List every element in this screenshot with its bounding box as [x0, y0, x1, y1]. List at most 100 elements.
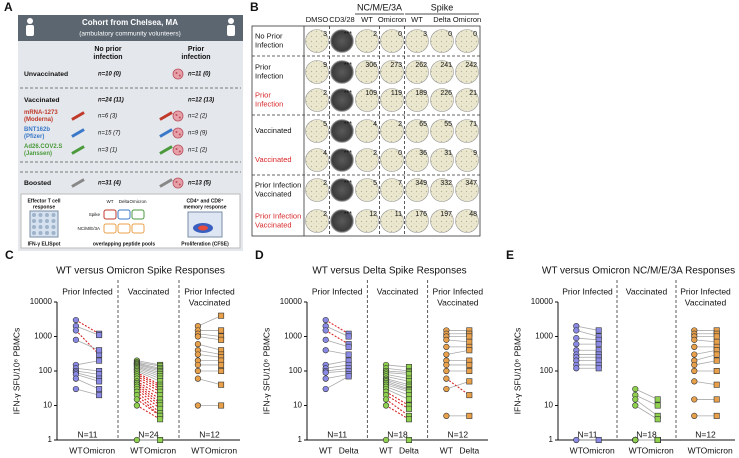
spot-count: 12 — [369, 211, 377, 218]
variant-point — [345, 333, 352, 340]
virus-icon — [172, 110, 184, 122]
wt-point — [573, 334, 580, 342]
variant-point — [466, 338, 473, 345]
person-icon — [26, 25, 34, 36]
variant-point — [345, 351, 352, 358]
pool-label: Delta — [119, 199, 130, 204]
wt-point — [72, 327, 80, 334]
variant-point — [157, 416, 164, 423]
pair-line — [136, 365, 161, 373]
spot-count: 0 — [398, 31, 402, 38]
spot-count: *** — [344, 62, 352, 69]
spot-count: 306 — [365, 62, 377, 69]
row-label: Vaccinated — [255, 189, 292, 198]
wt-point — [691, 367, 698, 375]
elispot-well — [430, 148, 454, 172]
pair-line — [694, 380, 717, 386]
syringe-icon — [71, 111, 85, 121]
spot-count: 3 — [423, 31, 427, 38]
elispot-well — [405, 148, 429, 172]
elispot-well — [305, 178, 329, 202]
elispot-well — [430, 178, 454, 202]
elispot-well — [305, 148, 329, 172]
x-tick-label: Omicron — [83, 445, 115, 455]
syringe-icon — [71, 145, 85, 155]
wt-point — [691, 336, 698, 343]
plate-well — [45, 213, 49, 217]
chart-title: WT versus Delta Spike Responses — [312, 266, 466, 277]
pair-line — [694, 339, 717, 343]
row-name: Vaccinated — [24, 97, 60, 104]
pair-line — [385, 375, 410, 382]
flow-blob — [198, 225, 208, 231]
pair-line — [385, 386, 410, 396]
row-count: n=11 (0) — [188, 72, 210, 78]
elispot-well — [455, 29, 479, 53]
spot-count: 31 — [444, 150, 452, 157]
variant-point — [96, 357, 103, 364]
pair-line — [446, 378, 470, 396]
spot-count: 9 — [323, 62, 327, 69]
wt-point — [632, 396, 639, 403]
person-icon — [227, 25, 235, 36]
elispot-well — [380, 178, 404, 202]
wt-point — [133, 396, 141, 403]
spot-count: 119 — [391, 90, 402, 97]
pair-line — [136, 363, 161, 370]
wt-point — [573, 327, 580, 334]
pair-line — [75, 367, 100, 372]
x-tick-label: WT — [379, 445, 392, 455]
pair-line — [325, 349, 349, 355]
elispot-well — [355, 209, 379, 233]
column-group: Spike — [431, 2, 454, 12]
elispot-well — [405, 29, 429, 53]
spot-count: 71 — [469, 121, 477, 128]
row-name: mRNA-1273 — [24, 110, 58, 116]
y-axis-label: IFN-γ SFU/10⁶ PBMCs — [512, 328, 522, 415]
pair-line — [576, 330, 599, 337]
pair-line — [325, 329, 349, 345]
pair-line — [197, 354, 222, 358]
elispot-well — [380, 29, 404, 53]
group-label: Prior Infected — [184, 286, 235, 296]
elispot-well — [380, 119, 404, 143]
pair-line — [325, 360, 349, 366]
person-icon — [27, 18, 33, 24]
wt-point — [691, 396, 698, 403]
assay-method: IFN-γ ELISpot — [28, 241, 61, 247]
row-count: n=12 (13) — [188, 98, 214, 104]
row-label: Infection — [255, 40, 283, 49]
row-label: Vaccinated — [255, 155, 292, 164]
virus-icon — [172, 127, 184, 139]
variant-point — [345, 373, 352, 380]
pool-label: WT — [107, 199, 114, 204]
elispot-well — [330, 88, 354, 112]
wt-point — [322, 327, 329, 334]
wt-point — [133, 402, 141, 409]
elispot-well — [355, 88, 379, 112]
column-label: Omicron — [378, 15, 406, 24]
elispot-well — [330, 178, 354, 202]
y-tick-label: 1 — [48, 435, 53, 444]
row-count: n=13 (5) — [188, 181, 211, 187]
elispot-well — [405, 88, 429, 112]
n-label: N=12 — [448, 429, 469, 439]
elispot-well — [380, 148, 404, 172]
wt-point — [322, 316, 329, 324]
plate-well — [38, 213, 43, 217]
group-label: Prior Infected — [312, 286, 363, 296]
row-label: Prior — [255, 62, 271, 71]
column-label: WT — [361, 15, 373, 24]
spot-count: *** — [344, 31, 352, 38]
wt-point — [443, 375, 450, 382]
row-count: n=2 (2) — [188, 114, 207, 120]
plate-well — [51, 213, 56, 217]
pair-line — [635, 405, 658, 420]
n-label: N=11 — [578, 429, 598, 439]
spot-count: 0 — [473, 31, 477, 38]
variant-point — [466, 378, 473, 385]
column-label: Omicron — [453, 15, 481, 24]
row-label: Prior Infection — [255, 211, 301, 220]
panel-label: A — [4, 0, 13, 14]
pair-line — [325, 375, 349, 390]
